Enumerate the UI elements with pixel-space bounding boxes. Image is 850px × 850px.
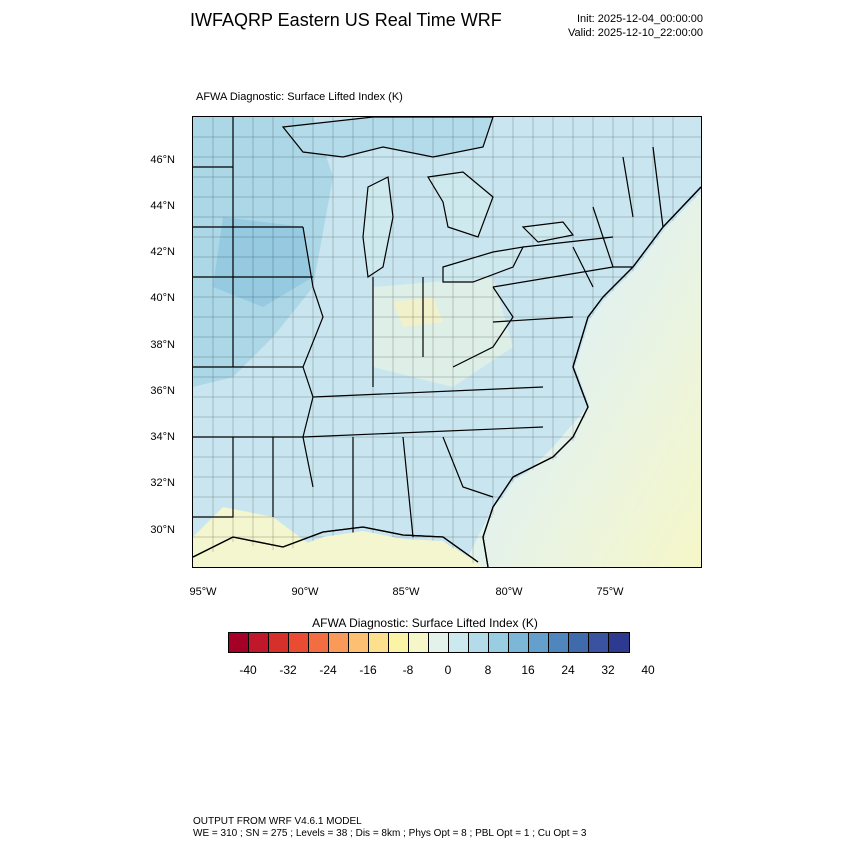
colorbar-cell bbox=[449, 633, 469, 652]
colorbar-cell bbox=[229, 633, 249, 652]
init-time: Init: 2025-12-04_00:00:00 bbox=[577, 13, 703, 25]
lon-tick: 85°W bbox=[392, 586, 420, 598]
lat-tick: 38°N bbox=[150, 339, 175, 351]
colorbar-cell bbox=[549, 633, 569, 652]
lat-tick: 40°N bbox=[150, 292, 175, 304]
colorbar-cell bbox=[409, 633, 429, 652]
colorbar-title: AFWA Diagnostic: Surface Lifted Index (K… bbox=[312, 616, 538, 630]
colorbar-cell bbox=[249, 633, 269, 652]
lat-tick: 32°N bbox=[150, 477, 175, 489]
lat-tick: 44°N bbox=[150, 200, 175, 212]
gulf-overlay bbox=[193, 531, 478, 567]
lat-tick: 30°N bbox=[150, 524, 175, 536]
colorbar-cell bbox=[329, 633, 349, 652]
lon-tick: 90°W bbox=[291, 586, 319, 598]
colorbar-cell bbox=[489, 633, 509, 652]
colorbar-label: 24 bbox=[561, 663, 575, 677]
footer-config: WE = 310 ; SN = 275 ; Levels = 38 ; Dis … bbox=[193, 828, 587, 839]
field-warm-indiana bbox=[393, 297, 443, 327]
lat-tick: 36°N bbox=[150, 385, 175, 397]
atlantic-coastline-top bbox=[482, 186, 701, 567]
map-panel bbox=[192, 116, 702, 568]
colorbar-cell bbox=[569, 633, 589, 652]
lon-tick: 80°W bbox=[495, 586, 523, 598]
field-cool-iowa bbox=[213, 217, 313, 307]
colorbar-cell bbox=[269, 633, 289, 652]
colorbar-label: 0 bbox=[444, 663, 452, 677]
field-label: AFWA Diagnostic: Surface Lifted Index (K… bbox=[196, 91, 403, 103]
lat-tick: 46°N bbox=[150, 154, 175, 166]
lat-tick: 42°N bbox=[150, 246, 175, 258]
colorbar-label: 40 bbox=[641, 663, 655, 677]
ocean-overlay bbox=[485, 192, 701, 567]
colorbar-label: -24 bbox=[319, 663, 337, 677]
gulf-coastline-top bbox=[193, 526, 479, 563]
colorbar-cell bbox=[589, 633, 609, 652]
colorbar-cell bbox=[529, 633, 549, 652]
colorbar-cell bbox=[389, 633, 409, 652]
colorbar-label: 8 bbox=[484, 663, 492, 677]
plot-title: IWFAQRP Eastern US Real Time WRF bbox=[190, 10, 502, 30]
colorbar-cell bbox=[509, 633, 529, 652]
lon-tick: 75°W bbox=[596, 586, 624, 598]
lon-tick: 95°W bbox=[189, 586, 217, 598]
colorbar-cell bbox=[349, 633, 369, 652]
colorbar-cell bbox=[289, 633, 309, 652]
colorbar-label: 16 bbox=[521, 663, 535, 677]
colorbar-cell bbox=[609, 633, 629, 652]
map-svg bbox=[193, 117, 701, 567]
colorbar-label: -16 bbox=[359, 663, 377, 677]
colorbar-cell bbox=[309, 633, 329, 652]
colorbar-label: -8 bbox=[402, 663, 414, 677]
lat-tick: 34°N bbox=[150, 431, 175, 443]
colorbar bbox=[228, 632, 630, 653]
colorbar-label: -32 bbox=[279, 663, 297, 677]
colorbar-label: -40 bbox=[239, 663, 257, 677]
footer-model: OUTPUT FROM WRF V4.6.1 MODEL bbox=[193, 816, 362, 827]
colorbar-cell bbox=[369, 633, 389, 652]
valid-time: Valid: 2025-12-10_22:00:00 bbox=[568, 27, 703, 39]
colorbar-cell bbox=[429, 633, 449, 652]
colorbar-label: 32 bbox=[601, 663, 615, 677]
colorbar-cell bbox=[469, 633, 489, 652]
